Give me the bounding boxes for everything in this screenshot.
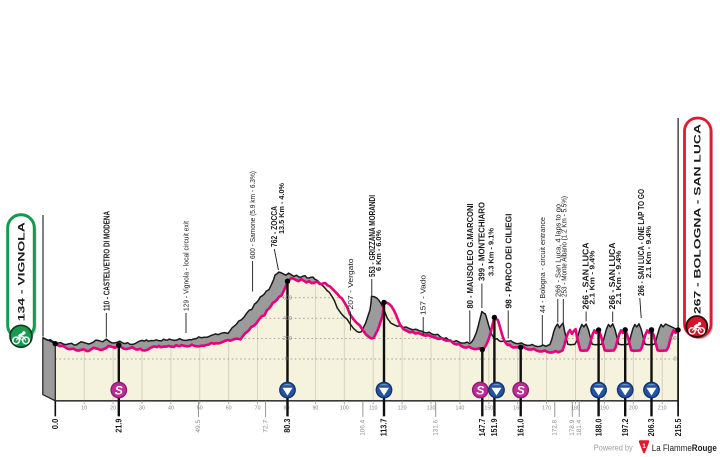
svg-text:160: 160 <box>513 405 522 411</box>
svg-text:2.1 Km - 9.4%: 2.1 Km - 9.4% <box>644 225 653 278</box>
svg-text:49.5: 49.5 <box>195 420 202 433</box>
svg-text:21.9: 21.9 <box>115 418 124 433</box>
svg-text:188.0: 188.0 <box>594 418 603 436</box>
svg-text:266 - San Luca, 4 laps to go: 266 - San Luca, 4 laps to go <box>553 204 562 297</box>
svg-text:600: 600 <box>283 295 292 301</box>
svg-text:190: 190 <box>600 405 609 411</box>
svg-text:S: S <box>517 383 525 397</box>
svg-text:S: S <box>115 383 123 397</box>
svg-text:151.9: 151.9 <box>490 418 499 436</box>
svg-text:10: 10 <box>81 405 87 411</box>
svg-text:La FlammeRouge: La FlammeRouge <box>652 443 717 454</box>
svg-text:215.5: 215.5 <box>674 418 683 436</box>
svg-text:44 - Bologna - circuit entranc: 44 - Bologna - circuit entrance <box>538 217 547 313</box>
svg-text:0.0: 0.0 <box>51 418 60 429</box>
svg-text:110: 110 <box>369 405 377 411</box>
svg-text:0: 0 <box>285 357 288 363</box>
svg-text:266 - SAN LUCA - ONE LAP TO GO: 266 - SAN LUCA - ONE LAP TO GO <box>636 189 646 296</box>
svg-text:113.7: 113.7 <box>380 419 389 437</box>
svg-text:80.3: 80.3 <box>283 418 292 433</box>
svg-text:2.1 Km - 9.4%: 2.1 Km - 9.4% <box>587 250 596 305</box>
svg-text:134 - VIGNOLA: 134 - VIGNOLA <box>17 222 27 322</box>
svg-text:0: 0 <box>674 357 677 363</box>
svg-text:210: 210 <box>658 405 667 411</box>
svg-text:100: 100 <box>340 405 349 411</box>
svg-text:98 - PARCO DEI CILIEGI: 98 - PARCO DEI CILIEGI <box>503 214 513 309</box>
svg-text:1: 1 <box>642 443 646 450</box>
svg-text:13.5 Km - 4.0%: 13.5 Km - 4.0% <box>277 182 286 234</box>
svg-text:6 Km - 6.0%: 6 Km - 6.0% <box>374 229 383 271</box>
svg-text:762 - ZOCCA: 762 - ZOCCA <box>269 206 279 247</box>
svg-text:S: S <box>476 383 484 397</box>
svg-text:266 - SAN LUCA: 266 - SAN LUCA <box>580 243 590 310</box>
svg-text:178.9: 178.9 <box>569 420 576 436</box>
svg-text:Powered by: Powered by <box>594 444 633 453</box>
svg-text:129 - Vignola - local circuit: 129 - Vignola - local circuit exit <box>182 221 191 311</box>
svg-text:150: 150 <box>484 405 493 411</box>
svg-text:120: 120 <box>398 405 407 411</box>
svg-text:140: 140 <box>455 405 464 411</box>
svg-text:200: 200 <box>283 336 292 342</box>
svg-text:267 - BOLOGNA - SAN LUCA: 267 - BOLOGNA - SAN LUCA <box>693 123 703 314</box>
svg-text:206.3: 206.3 <box>647 418 656 436</box>
svg-text:172.8: 172.8 <box>552 420 559 436</box>
svg-text:80 - MAUSOLEO G.MARCONI: 80 - MAUSOLEO G.MARCONI <box>465 204 475 309</box>
svg-text:157 - Vado: 157 - Vado <box>419 275 428 315</box>
svg-text:30: 30 <box>139 405 145 411</box>
svg-text:147.7: 147.7 <box>478 419 487 437</box>
svg-text:131.6: 131.6 <box>432 420 439 436</box>
svg-text:253 - Monte Albano (1.2 Km - 5: 253 - Monte Albano (1.2 Km - 5.5%) <box>559 196 568 297</box>
svg-text:400: 400 <box>283 316 292 322</box>
svg-text:72.7: 72.7 <box>262 420 269 433</box>
svg-text:20: 20 <box>110 405 116 411</box>
svg-text:90: 90 <box>312 405 318 411</box>
svg-text:70: 70 <box>255 405 261 411</box>
svg-text:180: 180 <box>571 405 580 411</box>
svg-text:266 - SAN LUCA: 266 - SAN LUCA <box>607 243 617 310</box>
svg-text:110 - CASTELVETRO DI MODENA: 110 - CASTELVETRO DI MODENA <box>101 211 111 311</box>
svg-text:200: 200 <box>668 336 677 342</box>
svg-text:3.3 Km - 9.1%: 3.3 Km - 9.1% <box>486 227 495 276</box>
svg-text:197.2: 197.2 <box>621 418 630 436</box>
svg-text:181.4: 181.4 <box>576 420 583 436</box>
svg-text:40: 40 <box>168 405 174 411</box>
svg-text:106.4: 106.4 <box>360 420 367 436</box>
svg-text:130: 130 <box>427 405 436 411</box>
svg-text:2.1 Km - 9.4%: 2.1 Km - 9.4% <box>614 250 623 305</box>
svg-text:161.0: 161.0 <box>516 418 525 436</box>
svg-text:553 - GRIZZANA MORANDI: 553 - GRIZZANA MORANDI <box>367 195 377 277</box>
svg-text:600 - Samone (5.9 km - 6.3%): 600 - Samone (5.9 km - 6.3%) <box>248 171 257 259</box>
svg-text:50: 50 <box>197 405 203 411</box>
svg-text:60: 60 <box>226 405 232 411</box>
svg-text:207 - Vergato: 207 - Vergato <box>346 259 355 310</box>
svg-text:200: 200 <box>629 405 638 411</box>
svg-text:399 - MONTECHIARO: 399 - MONTECHIARO <box>477 202 487 281</box>
svg-text:170: 170 <box>542 405 551 411</box>
